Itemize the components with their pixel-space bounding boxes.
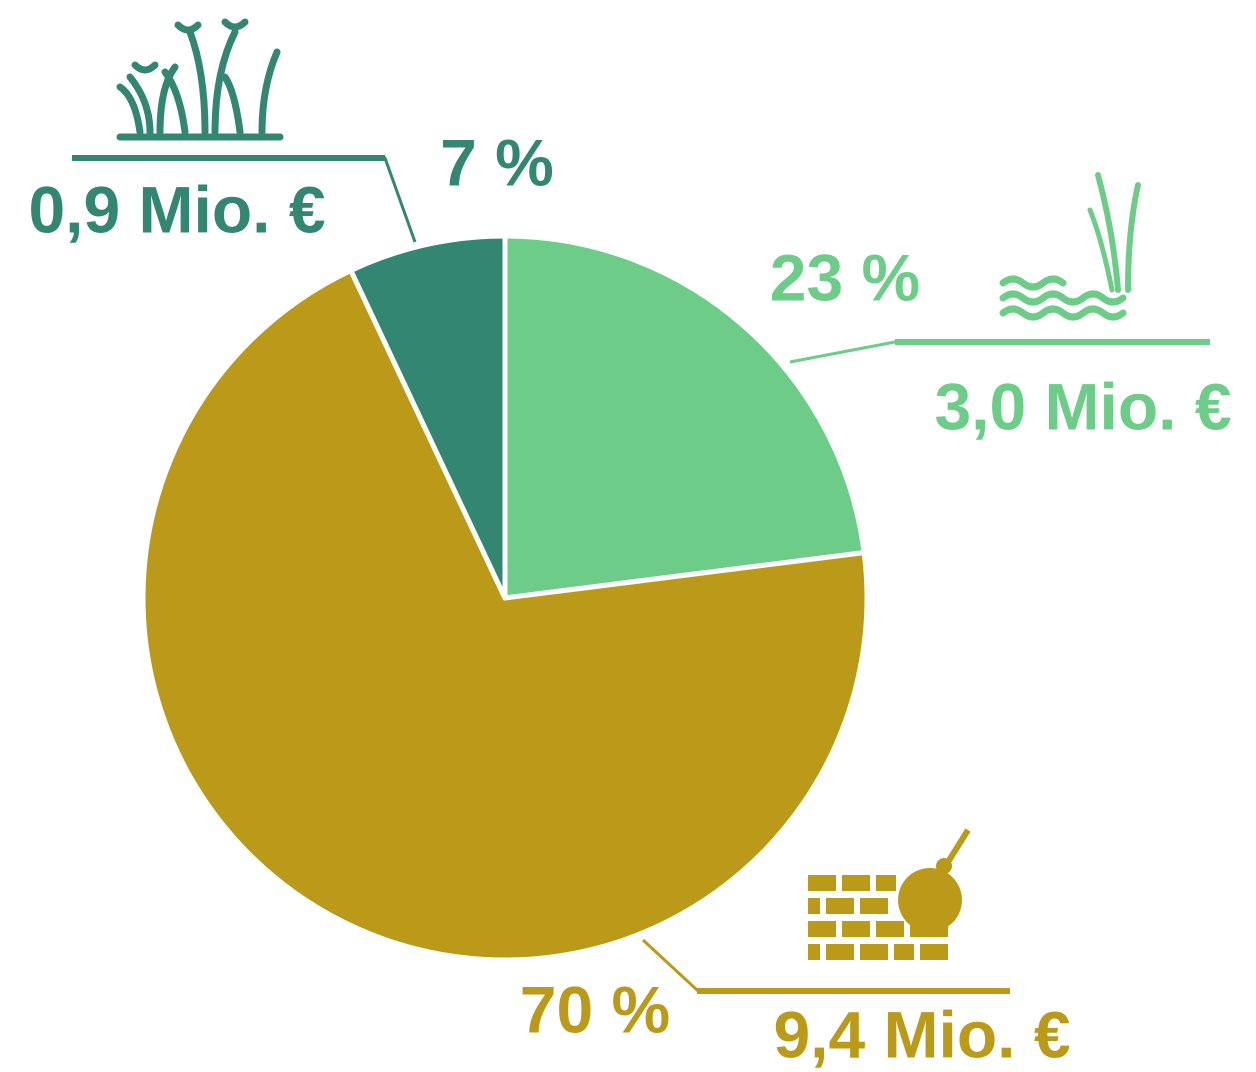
percent-label: 7 % bbox=[440, 125, 554, 199]
grass-icon bbox=[116, 18, 284, 141]
percent-label: 70 % bbox=[520, 972, 670, 1046]
pie-slice bbox=[140, 267, 870, 963]
decorations bbox=[72, 18, 1210, 994]
amount-label: 9,4 Mio. € bbox=[773, 997, 1070, 1071]
water-icon bbox=[999, 172, 1141, 321]
percent-label: 23 % bbox=[770, 240, 920, 314]
amount-label: 0,9 Mio. € bbox=[28, 172, 325, 246]
pie-slice bbox=[502, 233, 867, 601]
amount-label: 3,0 Mio. € bbox=[934, 369, 1231, 443]
pie bbox=[140, 233, 870, 963]
pie-slice bbox=[348, 233, 508, 601]
wall-icon bbox=[808, 828, 971, 960]
